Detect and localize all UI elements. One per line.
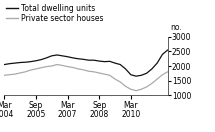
Private sector houses <box>124 86 127 87</box>
Line: Private sector houses: Private sector houses <box>4 65 168 91</box>
Private sector houses <box>93 71 95 73</box>
Total dwelling units <box>145 72 148 74</box>
Total dwelling units <box>77 58 79 60</box>
Text: no.: no. <box>170 23 182 32</box>
Private sector houses <box>35 68 37 70</box>
Private sector houses <box>150 83 153 84</box>
Total dwelling units <box>19 62 22 63</box>
Private sector houses <box>166 71 169 73</box>
Private sector houses <box>14 73 16 75</box>
Total dwelling units <box>51 55 53 57</box>
Private sector houses <box>161 74 164 76</box>
Private sector houses <box>51 65 53 67</box>
Private sector houses <box>56 64 58 65</box>
Total dwelling units <box>29 61 32 62</box>
Line: Total dwelling units: Total dwelling units <box>4 50 168 76</box>
Total dwelling units <box>129 74 132 76</box>
Total dwelling units <box>124 68 127 70</box>
Total dwelling units <box>161 54 164 55</box>
Private sector houses <box>24 71 27 73</box>
Private sector houses <box>3 74 6 76</box>
Private sector houses <box>72 67 74 68</box>
Total dwelling units <box>135 75 137 77</box>
Legend: Total dwelling units, Private sector houses: Total dwelling units, Private sector hou… <box>6 4 104 23</box>
Total dwelling units <box>66 56 69 58</box>
Private sector houses <box>61 65 64 66</box>
Total dwelling units <box>61 55 64 57</box>
Private sector houses <box>156 78 158 80</box>
Private sector houses <box>98 72 100 74</box>
Total dwelling units <box>140 74 143 76</box>
Private sector houses <box>77 68 79 70</box>
Private sector houses <box>66 66 69 67</box>
Total dwelling units <box>82 58 85 60</box>
Total dwelling units <box>72 57 74 59</box>
Total dwelling units <box>156 62 158 64</box>
Total dwelling units <box>14 62 16 64</box>
Total dwelling units <box>103 61 106 62</box>
Total dwelling units <box>8 63 11 64</box>
Private sector houses <box>19 72 22 74</box>
Total dwelling units <box>40 59 43 60</box>
Private sector houses <box>87 70 90 72</box>
Total dwelling units <box>98 60 100 62</box>
Total dwelling units <box>35 60 37 62</box>
Private sector houses <box>29 69 32 71</box>
Private sector houses <box>45 66 48 67</box>
Private sector houses <box>145 86 148 88</box>
Total dwelling units <box>114 62 116 64</box>
Private sector houses <box>135 90 137 91</box>
Private sector houses <box>119 81 121 83</box>
Private sector houses <box>140 88 143 90</box>
Total dwelling units <box>87 59 90 61</box>
Total dwelling units <box>3 64 6 65</box>
Private sector houses <box>108 74 111 76</box>
Private sector houses <box>103 73 106 75</box>
Private sector houses <box>129 88 132 90</box>
Total dwelling units <box>93 59 95 61</box>
Total dwelling units <box>150 68 153 70</box>
Total dwelling units <box>108 61 111 62</box>
Private sector houses <box>40 67 43 69</box>
Private sector houses <box>8 74 11 76</box>
Total dwelling units <box>119 64 121 65</box>
Total dwelling units <box>45 57 48 59</box>
Total dwelling units <box>166 49 169 51</box>
Private sector houses <box>114 78 116 80</box>
Total dwelling units <box>24 61 27 63</box>
Total dwelling units <box>56 54 58 56</box>
Private sector houses <box>82 69 85 71</box>
